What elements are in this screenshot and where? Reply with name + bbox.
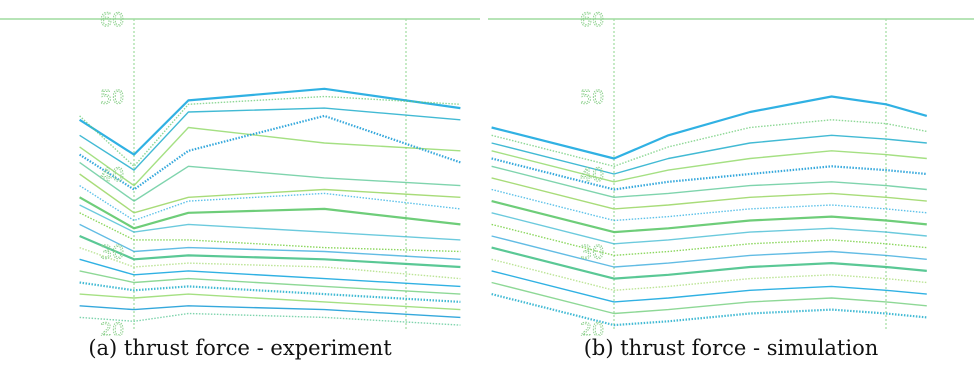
experiment-series-line-1	[79, 87, 461, 156]
experiment-series-line-20	[79, 312, 461, 326]
experiment-series-line-16	[79, 270, 461, 295]
simulation-series-line-9	[491, 200, 927, 234]
experiment-series-line-3	[79, 107, 461, 171]
simulation-series-line-11	[491, 223, 927, 257]
chart-panel-experiment: 60 50 40 30 20 (a) thrust force - experiment	[0, 0, 480, 365]
chart-experiment: 60 50 40 30 20	[0, 9, 480, 336]
simulation-series-line-3	[491, 134, 927, 175]
experiment-series-line-8	[79, 185, 461, 222]
simulation-y-tick-label: 30	[580, 242, 604, 264]
simulation-y-tick-label: 20	[580, 319, 604, 336]
chart-simulation: 60 50 40 30 20	[488, 9, 974, 336]
experiment-series-line-2	[79, 95, 461, 168]
simulation-series-line-16	[491, 281, 927, 315]
simulation-series-line-4	[491, 150, 927, 183]
simulation-series-line-10	[491, 212, 927, 245]
caption-simulation: (b) thrust force - simulation	[583, 336, 879, 360]
experiment-y-tick-label: 60	[100, 9, 124, 31]
experiment-series-line-6	[79, 161, 461, 202]
simulation-series-line-7	[491, 177, 927, 210]
experiment-y-tick-label: 20	[100, 319, 124, 336]
experiment-series-line-7	[79, 173, 461, 214]
simulation-series-line-2	[491, 119, 927, 168]
experiment-series-line-10	[79, 204, 461, 241]
experiment-series-line-12	[79, 223, 461, 260]
simulation-series-line-5	[491, 157, 927, 191]
simulation-y-tick-label: 50	[580, 87, 604, 109]
experiment-y-tick-label: 40	[100, 164, 124, 186]
caption-experiment: (a) thrust force - experiment	[88, 336, 392, 360]
simulation-series-line-15	[491, 270, 927, 303]
simulation-series-line-8	[491, 188, 927, 222]
simulation-series-line-6	[491, 165, 927, 199]
experiment-series-line-13	[79, 234, 461, 269]
experiment-y-tick-label: 50	[100, 87, 124, 109]
experiment-series-line-15	[79, 258, 461, 288]
experiment-series-line-4	[79, 126, 461, 187]
simulation-y-tick-label: 40	[580, 164, 604, 186]
simulation-series-line-13	[491, 246, 927, 280]
chart-panel-simulation: 60 50 40 30 20 (b) thrust force - simulation	[488, 0, 974, 365]
experiment-y-tick-label: 30	[100, 242, 124, 264]
simulation-series-line-14	[491, 258, 927, 291]
simulation-series-line-1	[491, 95, 928, 160]
simulation-y-tick-label: 60	[580, 9, 604, 31]
simulation-series-line-12	[491, 235, 927, 268]
simulation-series-line-17	[491, 293, 927, 327]
experiment-series-line-18	[79, 293, 461, 311]
experiment-series-line-19	[79, 305, 461, 319]
experiment-series-line-17	[79, 281, 461, 303]
experiment-series-line-14	[79, 246, 461, 280]
experiment-series-line-11	[79, 212, 461, 253]
experiment-series-line-5	[79, 114, 461, 191]
experiment-series-line-9	[79, 196, 461, 230]
